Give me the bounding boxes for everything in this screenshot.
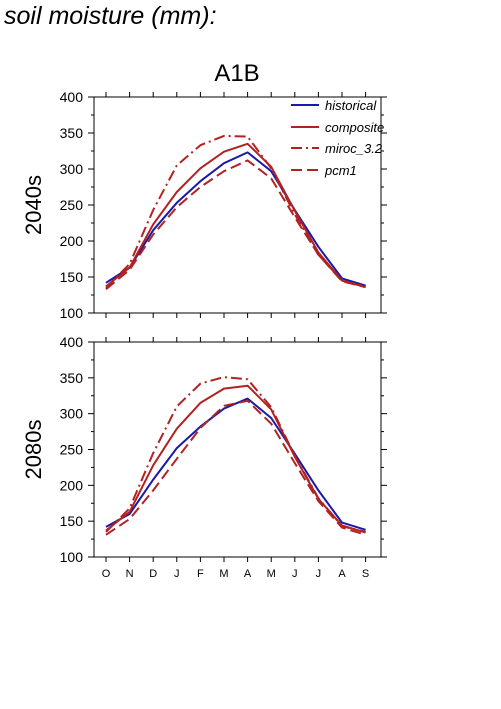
panel-2040s: 100 150 200 250 300 350 400 2040s — [21, 89, 387, 321]
series-line-historical — [105, 397, 366, 531]
legend-label-pcm1: pcm1 — [324, 163, 357, 178]
legend-label-miroc_3.2: miroc_3.2 — [325, 141, 383, 156]
series-line-pcm1 — [105, 399, 366, 536]
panel-label: 2040s — [21, 175, 46, 235]
x-tick-label: A — [244, 568, 252, 580]
x-tick-label: O — [102, 568, 111, 580]
legend-label-composite: composite — [325, 120, 384, 135]
chart-title: A1B — [214, 60, 259, 87]
series-line-miroc_3.2 — [105, 134, 366, 289]
y-tick-label: 350 — [60, 370, 84, 386]
page-title: soil moisture (mm): — [4, 2, 217, 30]
y-tick-label: 350 — [60, 125, 84, 141]
y-tick-label: 300 — [60, 406, 84, 422]
x-tick-label: F — [197, 568, 204, 580]
x-tick-label: N — [126, 568, 134, 580]
x-tick-label: J — [316, 568, 322, 580]
y-tick-label: 250 — [60, 442, 84, 458]
x-tick-label: M — [219, 568, 228, 580]
y-tick-label: 200 — [60, 477, 84, 493]
series-line-historical — [105, 151, 366, 287]
x-tick-label: D — [149, 568, 157, 580]
x-tick-label: A — [338, 568, 346, 580]
y-tick-label: 150 — [60, 269, 84, 285]
x-tick-label: S — [362, 568, 369, 580]
y-tick-label: 100 — [60, 549, 84, 565]
y-tick-label: 300 — [60, 161, 84, 177]
y-tick-label: 250 — [60, 197, 84, 213]
legend: historical composite miroc_3.2 pcm1 — [291, 98, 384, 178]
panel-2080s: 100 150 200 250 300 350 400 O N D J F M A M J J A S 2080s — [21, 334, 387, 580]
x-tick-label: J — [292, 568, 298, 580]
y-tick-label: 150 — [60, 513, 84, 529]
series-line-composite — [105, 142, 366, 289]
x-tick-label: J — [174, 568, 180, 580]
y-tick-label: 400 — [60, 334, 84, 350]
y-tick-label: 100 — [60, 305, 84, 321]
y-tick-label: 200 — [60, 233, 84, 249]
plot-frame — [93, 341, 382, 558]
series-line-pcm1 — [105, 159, 366, 290]
y-tick-label: 400 — [60, 89, 84, 105]
x-tick-label: M — [267, 568, 276, 580]
panel-label: 2080s — [21, 420, 46, 480]
series-line-miroc_3.2 — [105, 376, 366, 533]
legend-label-historical: historical — [325, 98, 377, 113]
